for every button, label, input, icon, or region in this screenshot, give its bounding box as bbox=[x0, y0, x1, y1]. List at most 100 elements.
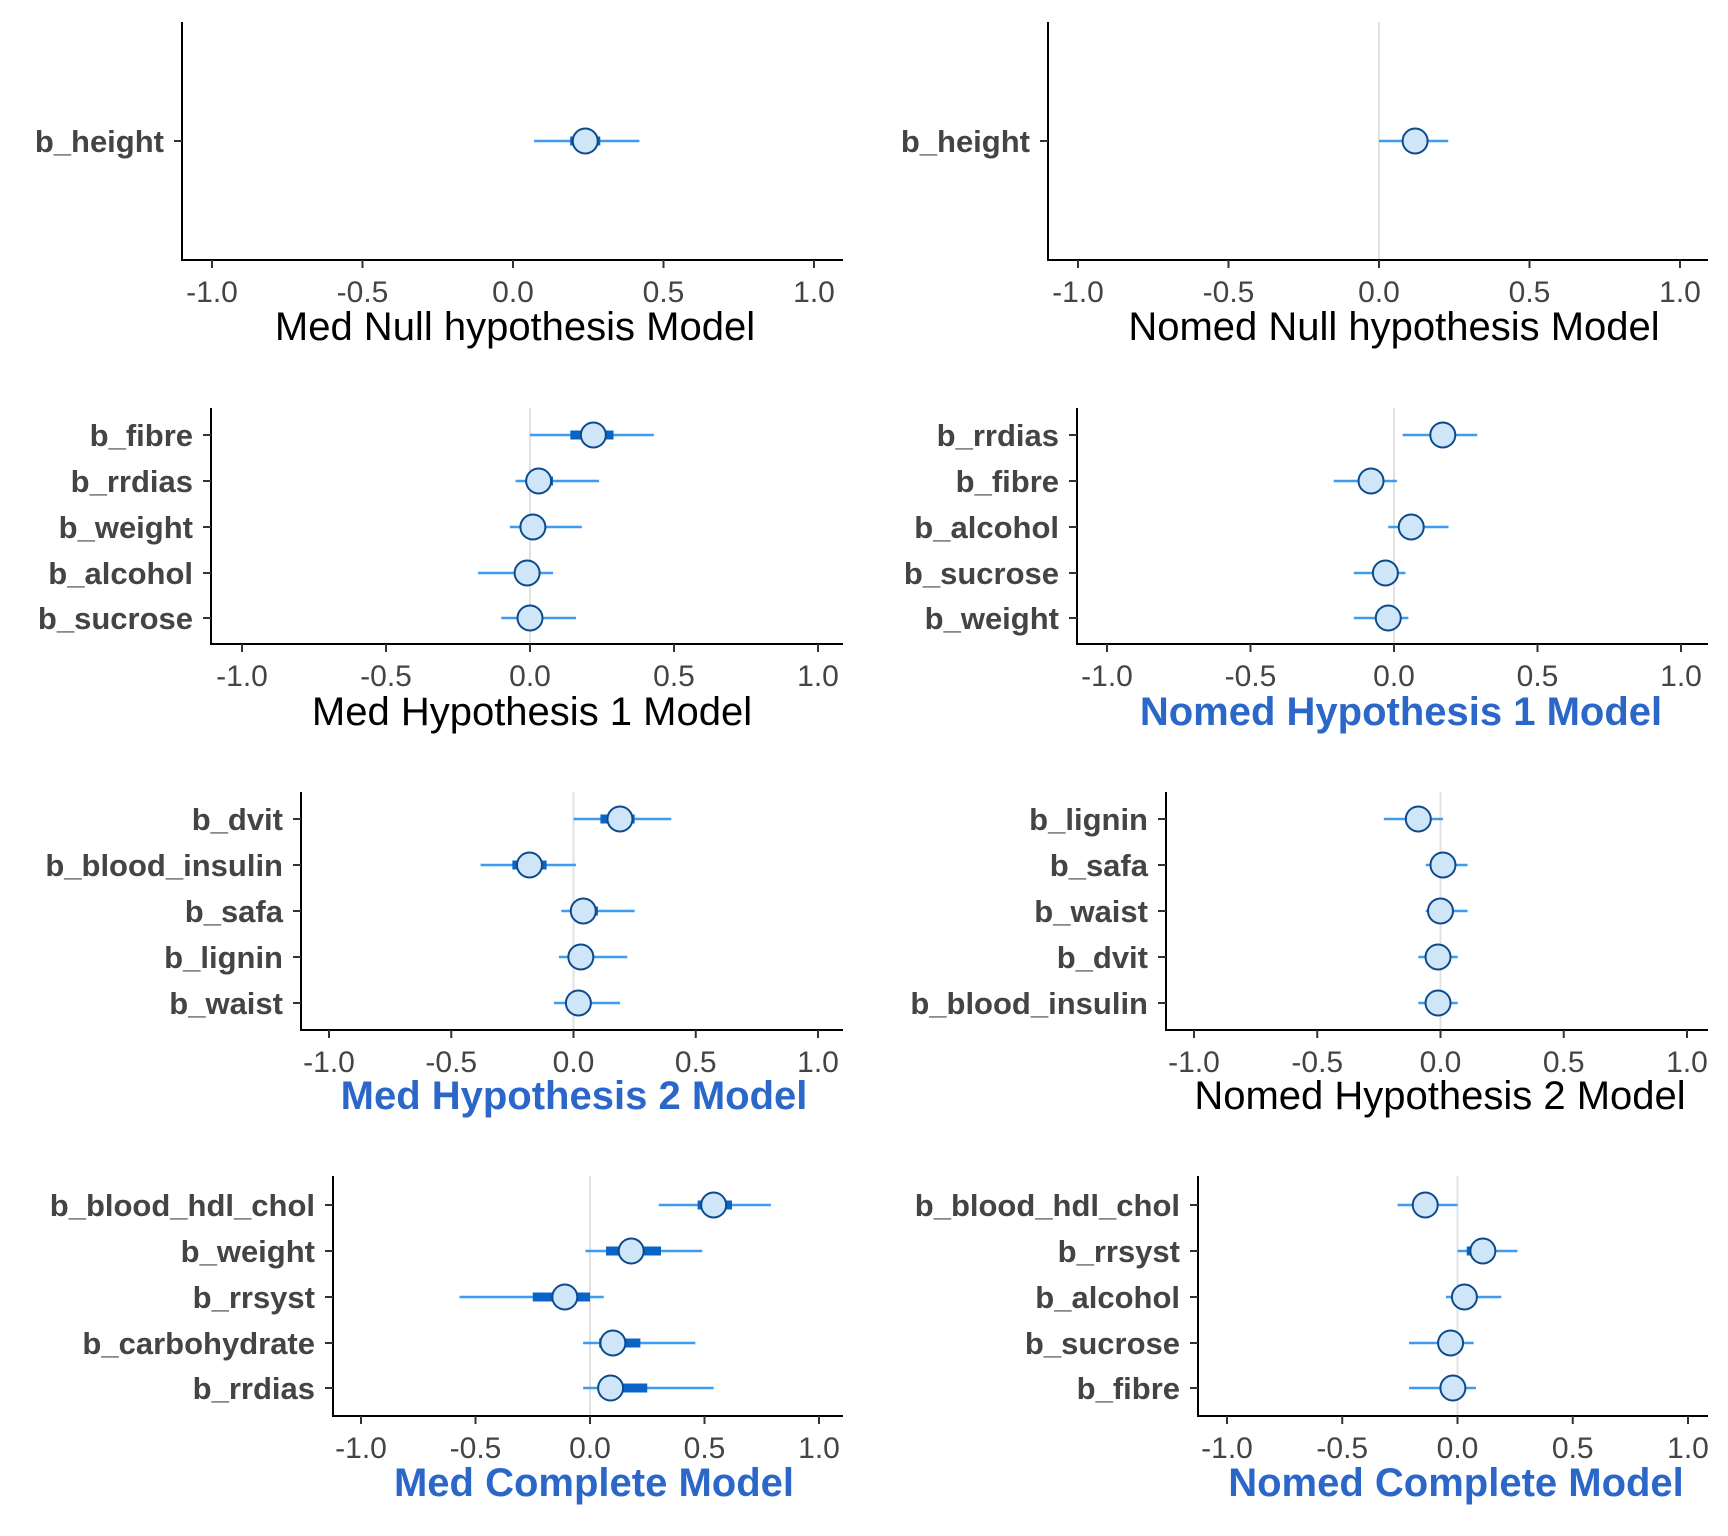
x-tick-label: 1.0 bbox=[1659, 276, 1701, 309]
parameter-label: b_safa bbox=[185, 894, 284, 929]
panel-title: Med Complete Model bbox=[394, 1461, 794, 1505]
x-tick-label: 0.5 bbox=[675, 1046, 717, 1079]
point-estimate bbox=[569, 897, 597, 925]
parameter-label: b_rrdias bbox=[71, 464, 193, 499]
point-estimate bbox=[1429, 851, 1457, 879]
x-tick-label: 1.0 bbox=[1667, 1432, 1709, 1465]
parameter-label: b_sucrose bbox=[1025, 1326, 1180, 1361]
point-estimate bbox=[513, 559, 541, 587]
point-estimate bbox=[617, 1237, 645, 1265]
parameter-label: b_weight bbox=[59, 510, 193, 545]
point-estimate bbox=[579, 421, 607, 449]
parameter-label: b_blood_insulin bbox=[910, 986, 1148, 1021]
parameter-label: b_fibre bbox=[1077, 1371, 1180, 1406]
x-tick-label: 0.5 bbox=[1552, 1432, 1594, 1465]
point-estimate bbox=[606, 805, 634, 833]
parameter-label: b_dvit bbox=[1057, 940, 1148, 975]
x-tick-label: 0.0 bbox=[492, 276, 534, 309]
x-tick-label: 0.5 bbox=[653, 660, 695, 693]
parameter-label: b_lignin bbox=[164, 940, 283, 975]
point-estimate bbox=[597, 1374, 625, 1402]
x-tick-label: 1.0 bbox=[1666, 1046, 1708, 1079]
parameter-label: b_sucrose bbox=[904, 556, 1059, 591]
x-tick-label: -1.0 bbox=[1081, 660, 1133, 693]
point-estimate bbox=[551, 1283, 579, 1311]
x-tick-label: -0.5 bbox=[425, 1046, 477, 1079]
chart-panel: -1.0 -0.5 0.0 0.5 1.0 Med Hypothesis 1 Model b… bbox=[38, 408, 843, 734]
point-estimate bbox=[1429, 421, 1457, 449]
point-estimate bbox=[564, 989, 592, 1017]
chart-panel: -1.0 -0.5 0.0 0.5 1.0 Med Null hypothesis Mod… bbox=[35, 22, 843, 349]
x-tick-label: -1.0 bbox=[1052, 276, 1104, 309]
point-estimate bbox=[599, 1329, 627, 1357]
x-tick-label: 0.0 bbox=[1437, 1432, 1479, 1465]
parameter-label: b_blood_hdl_chol bbox=[915, 1188, 1180, 1223]
point-estimate bbox=[515, 851, 543, 879]
point-estimate bbox=[1469, 1237, 1497, 1265]
point-estimate bbox=[1424, 943, 1452, 971]
parameter-label: b_sucrose bbox=[38, 601, 193, 636]
parameter-label: b_blood_insulin bbox=[45, 848, 283, 883]
x-tick-label: 0.5 bbox=[684, 1432, 726, 1465]
parameter-label: b_alcohol bbox=[914, 510, 1059, 545]
x-tick-label: -0.5 bbox=[450, 1432, 502, 1465]
point-estimate bbox=[1357, 467, 1385, 495]
panel-title: Nomed Null hypothesis Model bbox=[1128, 305, 1659, 349]
x-tick-label: -0.5 bbox=[337, 276, 389, 309]
point-estimate bbox=[516, 604, 544, 632]
x-tick-label: -0.5 bbox=[1203, 276, 1255, 309]
parameter-label: b_height bbox=[901, 124, 1030, 159]
parameter-label: b_weight bbox=[181, 1234, 315, 1269]
point-estimate bbox=[1397, 513, 1425, 541]
x-tick-label: -0.5 bbox=[1291, 1046, 1343, 1079]
point-estimate bbox=[519, 513, 547, 541]
x-tick-label: -0.5 bbox=[1225, 660, 1277, 693]
panel-title: Nomed Hypothesis 2 Model bbox=[1194, 1074, 1685, 1118]
parameter-label: b_rrsyst bbox=[1058, 1234, 1180, 1269]
x-tick-label: -1.0 bbox=[1201, 1432, 1253, 1465]
x-tick-label: 1.0 bbox=[798, 1432, 840, 1465]
point-estimate bbox=[571, 127, 599, 155]
point-estimate bbox=[1424, 989, 1452, 1017]
parameter-label: b_fibre bbox=[90, 418, 193, 453]
x-tick-label: -1.0 bbox=[335, 1432, 387, 1465]
parameter-label: b_safa bbox=[1050, 848, 1149, 883]
point-estimate bbox=[567, 943, 595, 971]
parameter-label: b_weight bbox=[925, 601, 1059, 636]
point-estimate bbox=[1404, 805, 1432, 833]
parameter-label: b_dvit bbox=[192, 802, 283, 837]
panel-title: Nomed Complete Model bbox=[1228, 1461, 1684, 1505]
point-estimate bbox=[525, 467, 553, 495]
x-tick-label: 0.0 bbox=[1358, 276, 1400, 309]
point-estimate bbox=[1411, 1191, 1439, 1219]
point-estimate bbox=[1401, 127, 1429, 155]
point-estimate bbox=[1439, 1374, 1467, 1402]
x-tick-label: -0.5 bbox=[1316, 1432, 1368, 1465]
x-tick-label: 0.0 bbox=[1420, 1046, 1462, 1079]
parameter-label: b_height bbox=[35, 124, 164, 159]
parameter-label: b_rrdias bbox=[937, 418, 1059, 453]
point-estimate bbox=[1371, 559, 1399, 587]
point-estimate bbox=[1427, 897, 1454, 925]
point-estimate bbox=[700, 1191, 728, 1219]
panel-title: Med Null hypothesis Model bbox=[275, 305, 755, 349]
parameter-label: b_lignin bbox=[1029, 802, 1148, 837]
x-tick-label: -1.0 bbox=[303, 1046, 355, 1079]
x-tick-label: 1.0 bbox=[793, 276, 835, 309]
panel-title: Nomed Hypothesis 1 Model bbox=[1140, 690, 1662, 734]
x-tick-label: 0.5 bbox=[1509, 276, 1551, 309]
parameter-label: b_waist bbox=[1034, 894, 1148, 929]
x-tick-label: 1.0 bbox=[1660, 660, 1702, 693]
panel-title: Med Hypothesis 2 Model bbox=[341, 1074, 808, 1118]
parameter-label: b_waist bbox=[169, 986, 283, 1021]
x-tick-label: -1.0 bbox=[216, 660, 268, 693]
x-tick-label: -1.0 bbox=[1168, 1046, 1220, 1079]
parameter-label: b_carbohydrate bbox=[82, 1326, 315, 1361]
x-tick-label: 1.0 bbox=[797, 1046, 839, 1079]
parameter-label: b_alcohol bbox=[1035, 1280, 1180, 1315]
